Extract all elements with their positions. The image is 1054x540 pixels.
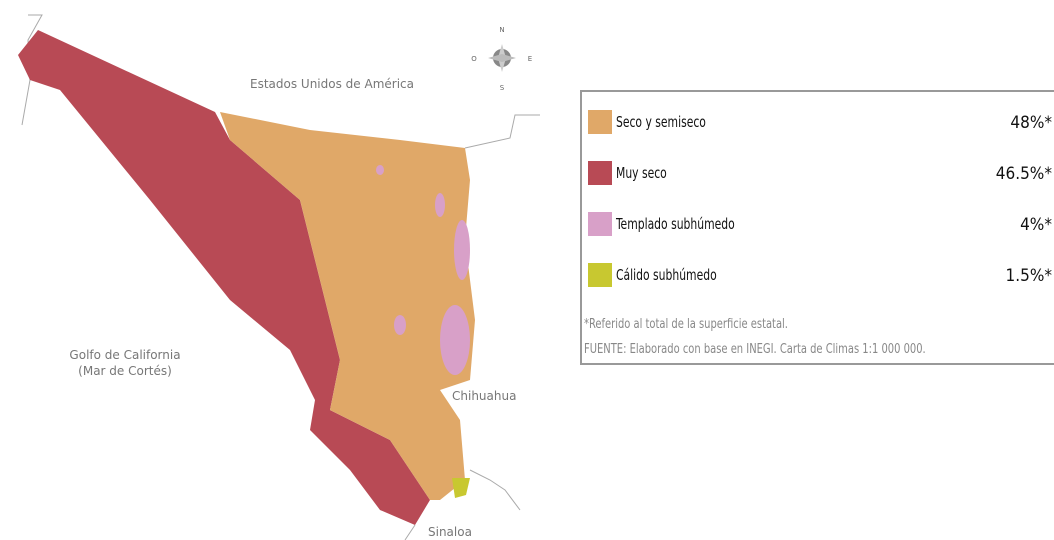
compass-n: N: [499, 26, 504, 34]
label-usa: Estados Unidos de América: [250, 77, 414, 91]
legend-label: Muy seco: [616, 164, 667, 182]
legend: *Referido al total de la superficie esta…: [580, 90, 1054, 365]
legend-item: Muy seco 46.5%*: [588, 161, 1054, 187]
legend-share: 4%*: [1020, 215, 1052, 235]
legend-note: *Referido al total de la superficie esta…: [584, 317, 788, 332]
compass: N S E O: [471, 26, 532, 92]
legend-label: Templado subhúmedo: [616, 215, 735, 233]
label-chihuahua: Chihuahua: [452, 389, 516, 403]
legend-item: Templado subhúmedo 4%*: [588, 212, 1054, 238]
legend-swatch: [588, 161, 612, 185]
legend-label: Cálido subhúmedo: [616, 266, 717, 284]
legend-share: 46.5%*: [996, 164, 1052, 184]
legend-share: 1.5%*: [1006, 266, 1053, 286]
legend-item: Cálido subhúmedo 1.5%*: [588, 263, 1054, 289]
legend-swatch: [588, 263, 612, 287]
legend-item: Seco y semiseco 48%*: [588, 110, 1054, 136]
page: N S E O Estados Unidos de América Golfo …: [0, 0, 1054, 540]
compass-w: O: [471, 55, 477, 63]
legend-share: 48%*: [1010, 113, 1052, 133]
label-gulf: Golfo de California: [69, 348, 180, 362]
legend-swatch: [588, 212, 612, 236]
region-warm: [452, 478, 470, 498]
compass-e: E: [528, 55, 532, 63]
map: N S E O Estados Unidos de América Golfo …: [0, 0, 560, 540]
label-sinaloa: Sinaloa: [428, 525, 472, 539]
label-gulf-alt: (Mar de Cortés): [78, 364, 172, 378]
legend-source: FUENTE: Elaborado con base en INEGI. Car…: [584, 342, 926, 357]
legend-label: Seco y semiseco: [616, 113, 706, 131]
legend-swatch: [588, 110, 612, 134]
compass-s: S: [500, 84, 505, 92]
